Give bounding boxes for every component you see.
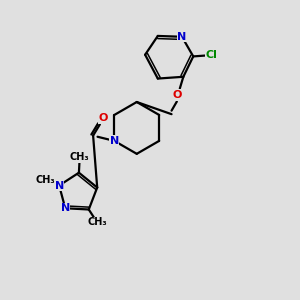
Text: N: N — [61, 203, 70, 213]
Text: CH₃: CH₃ — [70, 152, 89, 162]
Text: O: O — [172, 90, 182, 100]
Text: CH₃: CH₃ — [87, 217, 107, 227]
Text: N: N — [110, 136, 119, 146]
Text: CH₃: CH₃ — [35, 175, 55, 185]
Text: N: N — [55, 181, 64, 190]
Text: N: N — [177, 32, 187, 42]
Text: O: O — [99, 113, 108, 124]
Text: Cl: Cl — [206, 50, 218, 60]
